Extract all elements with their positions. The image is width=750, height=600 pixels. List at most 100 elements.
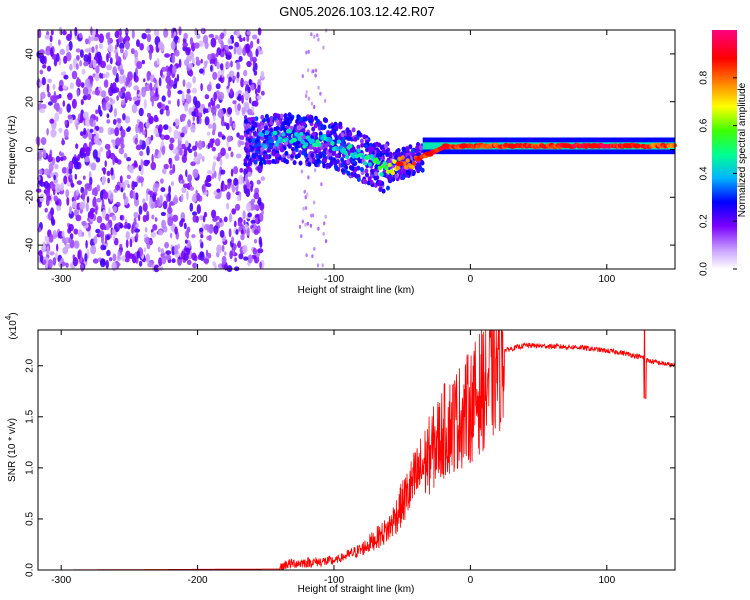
noise-speck [39, 193, 45, 203]
noise-speck [188, 148, 193, 153]
noise-speck [195, 56, 200, 62]
noise-speck [46, 128, 49, 136]
noise-speck [197, 153, 203, 160]
noise-speck [251, 198, 256, 204]
noise-speck [104, 79, 109, 88]
noise-speck [253, 192, 260, 200]
noise-speck [122, 74, 127, 84]
noise-speck [239, 167, 244, 173]
x-tick-label: -100 [324, 274, 344, 285]
noise-speck [61, 137, 65, 146]
noise-speck [154, 217, 158, 222]
noise-speck [69, 205, 72, 215]
noise-speck [172, 83, 177, 89]
noise-speck [75, 122, 79, 130]
noise-speck [52, 188, 56, 196]
noise-speck [52, 257, 57, 266]
noise-speck [77, 229, 83, 238]
noise-speck [255, 48, 259, 57]
noise-speck [133, 160, 138, 168]
noise-speck [191, 252, 197, 261]
noise-speck [131, 29, 135, 39]
noise-speck [79, 49, 84, 58]
signal-envelope [259, 150, 264, 156]
noise-speck [124, 35, 130, 43]
noise-speck [160, 211, 166, 217]
noise-speck [178, 26, 182, 36]
noise-speck [178, 58, 182, 68]
noise-speck [66, 197, 70, 206]
colorbar-tick-label: 0.0 [699, 262, 710, 276]
noise-speck [58, 85, 64, 92]
signal-envelope [273, 126, 278, 132]
colorbar-tick-label: 0.8 [699, 70, 710, 84]
noise-speck [180, 132, 185, 138]
noise-speck [185, 47, 191, 56]
signal-envelope [283, 113, 288, 119]
noise-speck [224, 251, 227, 256]
signal-envelope [275, 158, 280, 164]
noise-speck [304, 195, 307, 200]
noise-speck [42, 149, 47, 159]
noise-speck [210, 105, 217, 115]
noise-speck [63, 55, 68, 64]
noise-speck [227, 107, 233, 115]
noise-speck [112, 156, 115, 166]
noise-speck [244, 223, 248, 231]
noise-speck [258, 236, 262, 246]
noise-speck [136, 39, 140, 47]
signal-envelope [248, 160, 253, 166]
signal-envelope [304, 152, 308, 158]
noise-speck [245, 188, 251, 197]
signal-peak [425, 151, 434, 157]
colorbar-ticks: 0.0 0.2 0.4 0.6 0.8 [699, 70, 737, 276]
noise-speck [73, 228, 79, 235]
noise-speck [115, 52, 119, 61]
signal-core [344, 154, 350, 160]
signal-core [300, 139, 306, 145]
noise-speck [39, 254, 44, 263]
signal-core [343, 150, 348, 155]
noise-speck [85, 38, 89, 45]
signal-envelope [243, 118, 248, 124]
noise-speck [72, 257, 79, 267]
noise-speck [40, 54, 46, 65]
signal-envelope [276, 121, 281, 127]
noise-speck [164, 241, 170, 249]
noise-speck [82, 95, 88, 101]
signal-envelope [296, 125, 301, 131]
noise-speck [71, 200, 77, 209]
noise-speck [312, 200, 316, 205]
noise-speck [133, 211, 139, 219]
signal-envelope [271, 158, 276, 164]
noise-speck [204, 94, 210, 100]
noise-speck [216, 104, 221, 109]
noise-speck [86, 196, 90, 203]
noise-speck [257, 84, 261, 94]
noise-speck [237, 103, 241, 111]
noise-speck [233, 166, 239, 175]
signal-envelope [302, 134, 307, 140]
noise-speck [55, 155, 61, 163]
noise-speck [102, 73, 106, 79]
signal-core [367, 162, 373, 167]
noise-speck [218, 77, 223, 82]
noise-speck [205, 249, 209, 257]
signal-core [336, 139, 342, 144]
signal-core [256, 142, 261, 147]
signal-envelope [341, 136, 346, 142]
signal-envelope [337, 135, 342, 141]
noise-speck [168, 157, 172, 165]
noise-speck [143, 78, 146, 83]
noise-speck [191, 87, 198, 94]
noise-speck [233, 177, 239, 186]
noise-speck [51, 95, 58, 104]
noise-speck [164, 105, 169, 111]
noise-speck [166, 71, 171, 78]
noise-speck [261, 90, 265, 96]
signal-envelope [245, 129, 250, 135]
noise-speck [104, 73, 109, 79]
signal-envelope [320, 125, 325, 131]
noise-speck [109, 257, 113, 262]
noise-speck [119, 223, 124, 229]
